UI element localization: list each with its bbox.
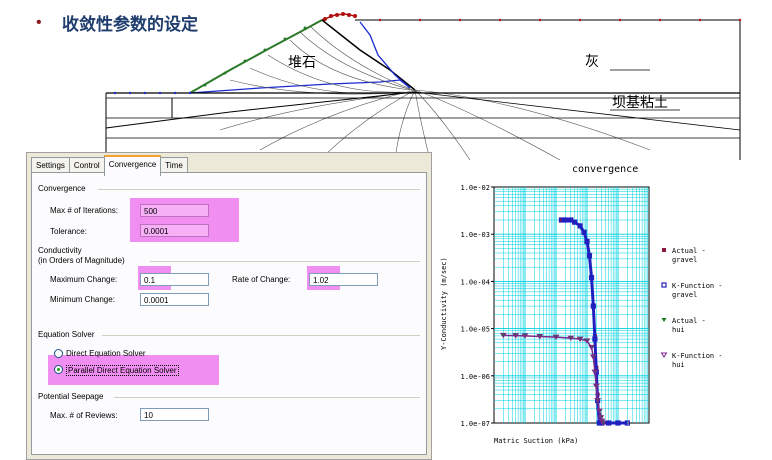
data-point	[577, 223, 583, 229]
parallel-solver-label[interactable]: Parallel Direct Equation Solver	[66, 365, 179, 376]
group-label-conductivity: Conductivity	[38, 246, 82, 255]
data-point	[583, 338, 591, 344]
label-ash: 灰	[585, 54, 599, 70]
data-point	[597, 415, 605, 421]
min-change-label: Minimum Change:	[50, 295, 115, 304]
data-point	[589, 354, 597, 360]
max-reviews-label: Max. # of Reviews:	[50, 411, 118, 420]
group-divider	[150, 261, 420, 262]
legend-label: K-Function -	[672, 282, 723, 290]
y-tick-label: 1.0e-07	[460, 420, 490, 428]
tab-convergence[interactable]: Convergence	[103, 155, 162, 176]
data-point	[586, 253, 593, 259]
group-divider	[98, 189, 420, 190]
y-tick-label: 1.0e-02	[460, 184, 490, 192]
group-label-equation-solver: Equation Solver	[38, 330, 95, 339]
data-point	[615, 420, 621, 426]
data-point	[499, 332, 507, 339]
y-axis-label: Y-Conductivity (m/sec)	[440, 257, 448, 350]
tab-bar: Settings Control Convergence Time	[31, 155, 188, 176]
y-tick-label: 1.0e-05	[460, 326, 490, 334]
y-tick-label: 1.0e-04	[460, 278, 490, 286]
data-point	[536, 334, 544, 340]
data-point	[512, 333, 520, 339]
max-reviews-input[interactable]: 10	[140, 408, 209, 421]
min-change-input[interactable]: 0.0001	[140, 293, 209, 306]
data-point	[588, 344, 595, 351]
data-point	[588, 275, 595, 281]
group-label-conductivity-units: (in Orders of Magnitude)	[38, 256, 125, 265]
y-tick-label: 1.0e-03	[460, 231, 490, 239]
data-point	[590, 303, 596, 309]
legend-label: K-Function -	[672, 352, 723, 360]
legend-marker	[662, 248, 666, 252]
legend-label: hui	[672, 361, 685, 369]
tolerance-input[interactable]: 0.0001	[140, 224, 209, 237]
data-point	[521, 333, 529, 339]
plot-area	[493, 186, 650, 424]
data-point	[572, 219, 578, 225]
convergence-chart: convergence 1.0e-02 1.0e-03 1.0e-04 1.0e-05…	[440, 164, 723, 445]
group-label-potential-seepage: Potential Seepage	[38, 392, 104, 401]
y-tick-label: 1.0e-06	[460, 373, 490, 381]
legend-marker	[661, 282, 667, 288]
rate-of-change-label: Rate of Change:	[232, 275, 291, 284]
convergence-panel: Convergence Max # of Iterations: 500 Tol…	[31, 172, 427, 455]
data-point	[606, 420, 612, 426]
data-point	[576, 336, 584, 343]
data-point	[562, 217, 568, 223]
legend-label: gravel	[672, 291, 697, 299]
data-point	[594, 397, 602, 404]
solver-settings-dialog: Settings Control Convergence Time Conver…	[26, 152, 432, 460]
data-point	[595, 408, 603, 414]
legend-marker	[661, 318, 667, 322]
legend-label: Actual -	[672, 317, 706, 325]
rate-of-change-input[interactable]: 1.02	[309, 273, 378, 286]
series-line	[503, 334, 604, 424]
label-foundation-clay: 坝基粘土	[612, 94, 668, 111]
group-divider	[114, 397, 420, 398]
legend-label: hui	[672, 326, 685, 334]
highlight-equation-solver	[48, 355, 219, 385]
radio-direct-solver[interactable]	[54, 349, 63, 358]
data-point	[599, 420, 607, 426]
chart-series	[499, 217, 630, 426]
y-axis-ticks: 1.0e-02 1.0e-03 1.0e-04 1.0e-05 1.0e-06 1.0e-…	[460, 184, 494, 428]
group-label-convergence: Convergence	[38, 184, 86, 193]
plot-frame	[493, 186, 650, 424]
max-iterations-input[interactable]: 500	[140, 204, 209, 217]
data-point	[624, 420, 630, 426]
group-divider	[102, 335, 420, 336]
slide-title: 收敛性参数的设定	[62, 15, 198, 35]
data-point	[581, 229, 587, 235]
tolerance-label: Tolerance:	[50, 227, 87, 236]
data-point	[567, 335, 575, 342]
max-change-input[interactable]: 0.1	[140, 273, 209, 286]
chart-grid	[494, 187, 649, 423]
direct-solver-label[interactable]: Direct Equation Solver	[66, 349, 146, 358]
data-point	[592, 336, 598, 342]
label-rockfill: 堆石	[288, 55, 316, 71]
max-change-label: Maximum Change:	[50, 275, 118, 284]
max-iterations-label: Max # of Iterations:	[50, 206, 119, 215]
title-bullet: •	[36, 14, 42, 31]
legend-marker	[660, 352, 668, 358]
data-point	[584, 238, 590, 245]
legend-label: gravel	[672, 256, 697, 264]
radio-parallel-solver[interactable]	[54, 365, 63, 374]
chart-title: convergence	[572, 164, 638, 175]
legend-label: Actual -	[672, 247, 706, 255]
data-point	[592, 383, 600, 390]
data-point	[591, 369, 599, 376]
data-point	[552, 334, 560, 341]
dam-cross-section: 堆石 灰 坝基粘土	[105, 12, 742, 160]
x-axis-label: Matric Suction (kPa)	[494, 437, 578, 445]
